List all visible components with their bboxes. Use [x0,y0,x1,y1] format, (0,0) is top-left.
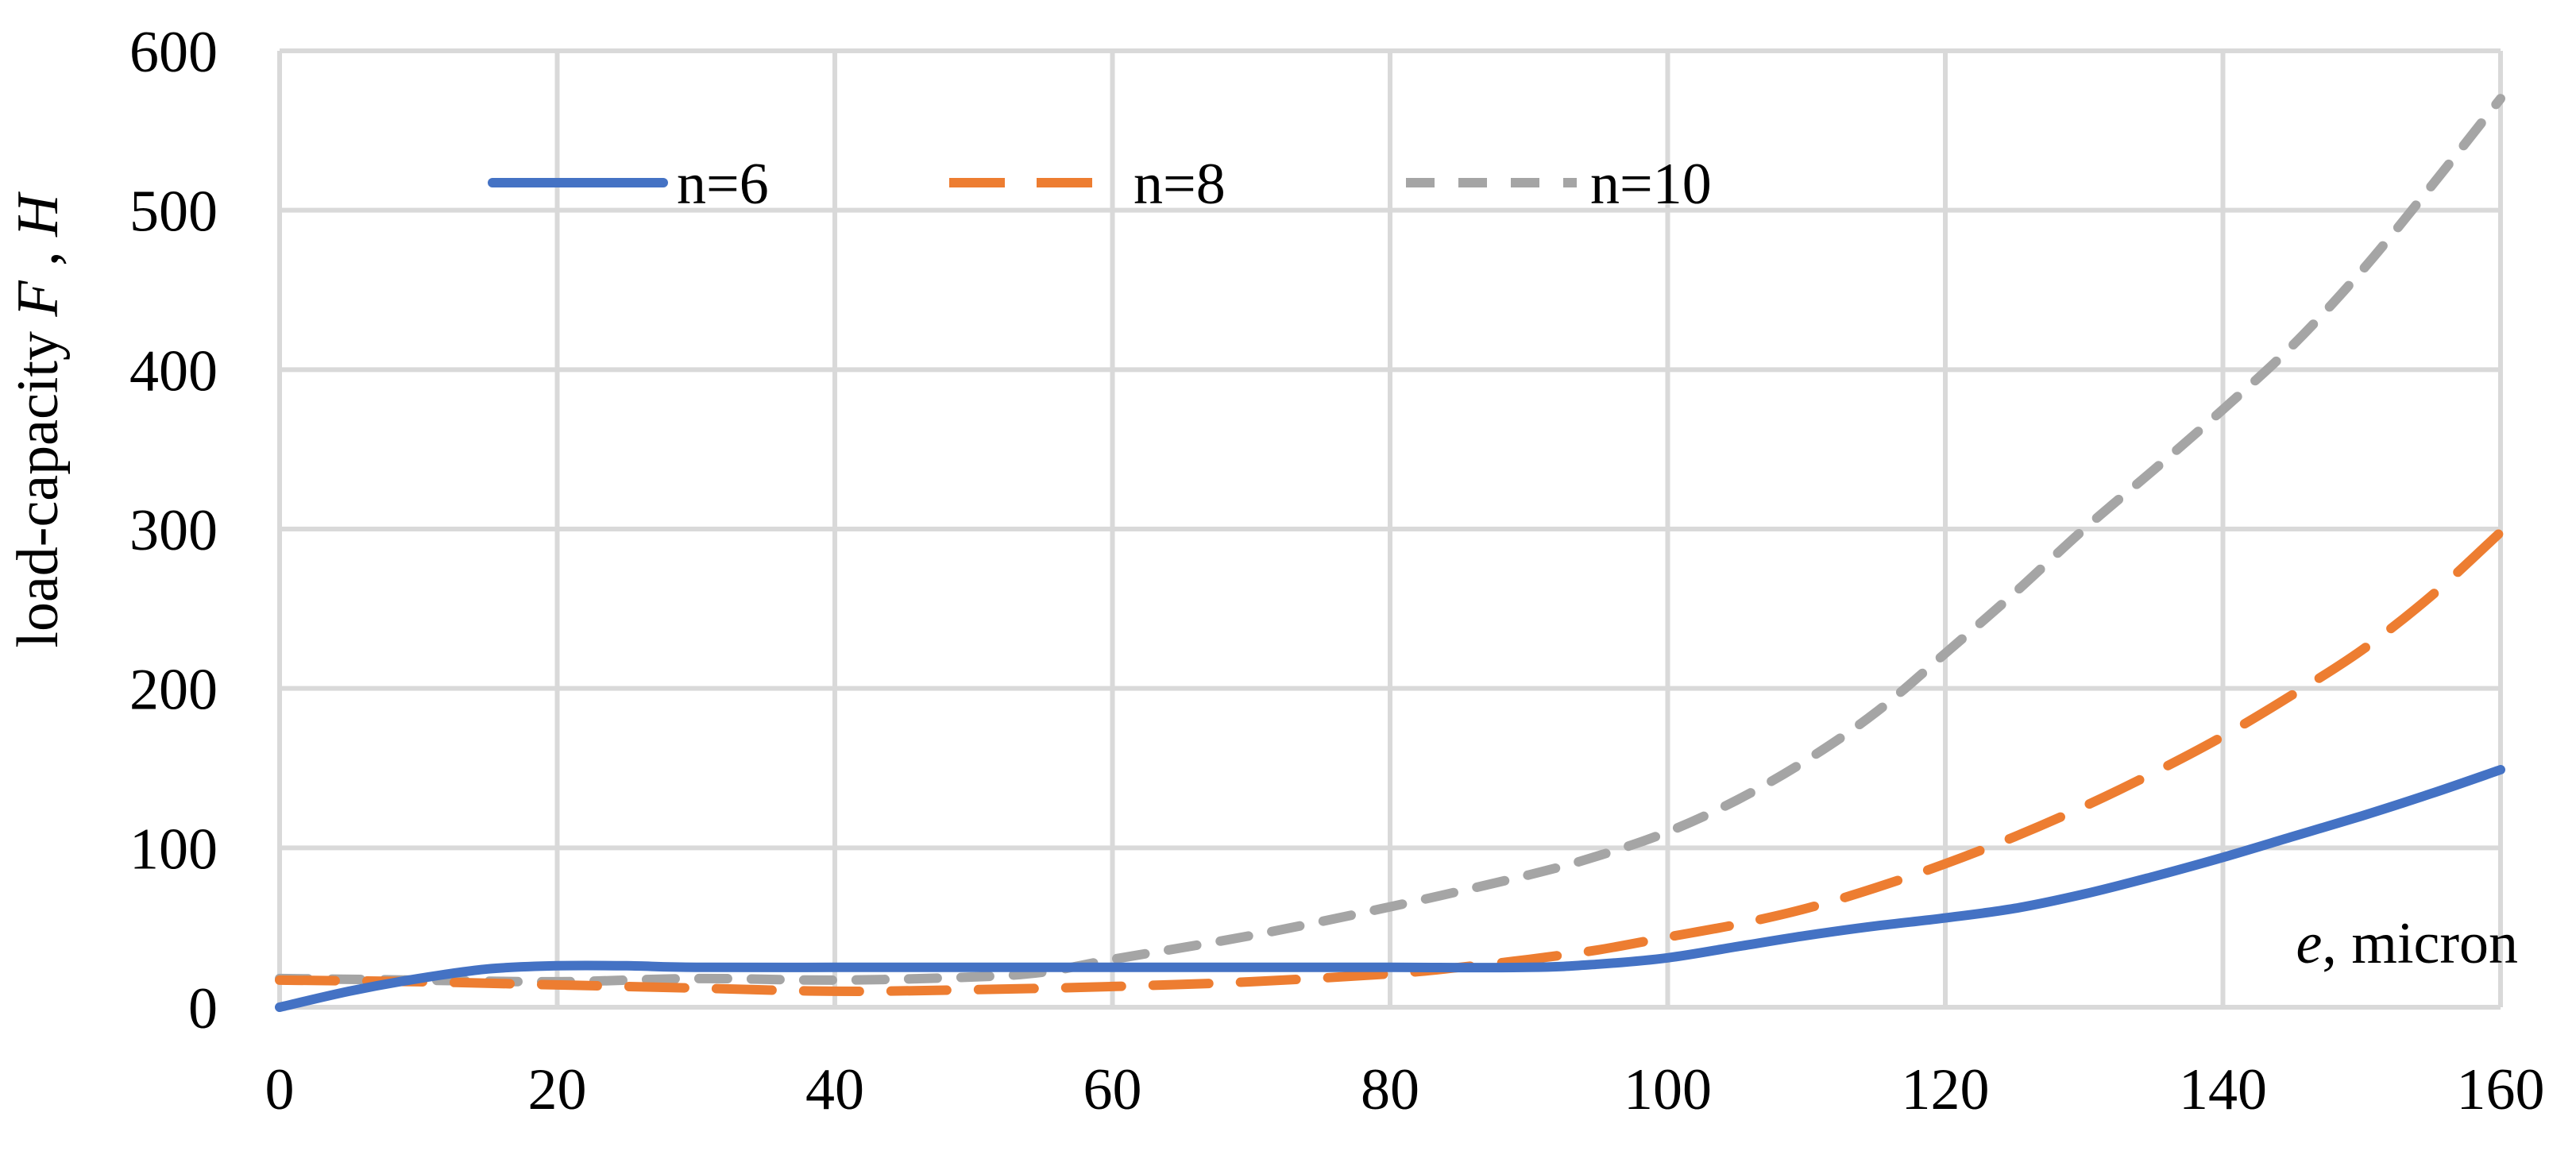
x-axis-title-unit: , micron [2322,911,2518,976]
y-tick-label: 400 [129,338,218,404]
x-tick-label: 20 [528,1057,587,1122]
gridlines [277,48,2503,1010]
x-tick-label: 0 [265,1057,295,1122]
x-axis-title: e, micron [2296,911,2518,976]
x-tick-label: 100 [1624,1057,1712,1122]
y-axis-title-var-f: F [6,280,71,318]
y-tick-label: 100 [129,817,218,882]
y-tick-label: 500 [129,180,218,245]
legend: n=6 n=8 n=10 [488,152,1712,217]
y-axis-title-prefix: load-capacity [6,317,71,648]
y-axis-title-var-h: H [6,191,71,238]
y-tick-label: 200 [129,658,218,723]
x-tick-label: 160 [2457,1057,2545,1122]
x-tick-label: 140 [2179,1057,2267,1122]
legend-label-n10: n=10 [1590,152,1712,217]
x-tick-label: 40 [805,1057,864,1122]
y-tick-label: 0 [188,976,218,1041]
series-line-n6 [275,765,2505,1012]
y-tick-label: 600 [129,20,218,85]
x-axis-title-var: e [2296,911,2323,976]
x-tick-label: 60 [1083,1057,1142,1122]
series-lines [275,94,2505,1012]
x-tick-label: 80 [1361,1057,1419,1122]
y-axis-title: load-capacity F , H [6,191,71,648]
legend-label-n8: n=8 [1134,152,1226,217]
y-axis-title-separator: , [6,237,71,281]
x-tick-label: 120 [1902,1057,1990,1122]
y-tick-label: 300 [129,498,218,563]
series-line-n8 [275,527,2505,996]
legend-label-n6: n=6 [677,152,769,217]
y-axis-tick-labels: 0 100 200 300 400 500 600 [129,20,218,1041]
x-axis-tick-labels: 0 20 40 60 80 100 120 140 160 [265,1057,2545,1122]
series-line-n10 [275,94,2505,987]
